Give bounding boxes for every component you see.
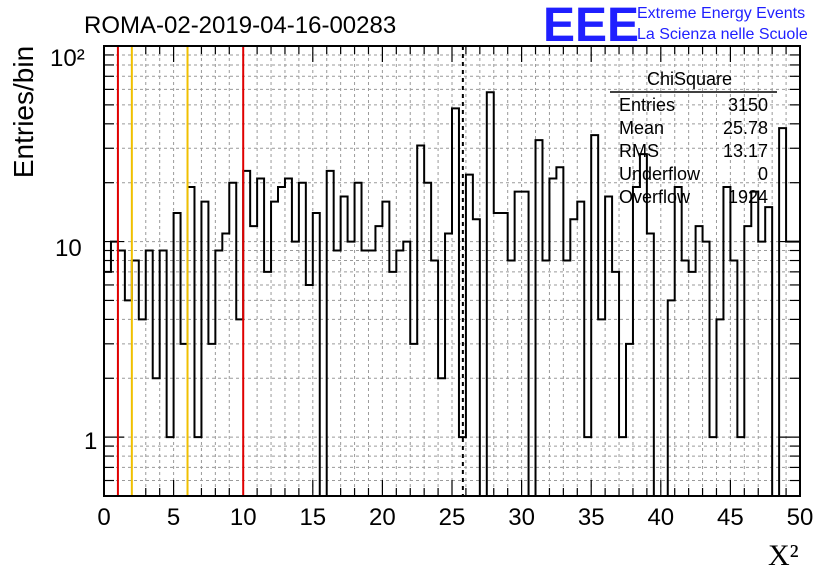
stats-value-underflow: 0 <box>758 164 768 184</box>
stats-value-mean: 25.78 <box>723 118 768 138</box>
plot-frame <box>103 45 801 497</box>
histogram-series <box>104 91 800 497</box>
x-tick-label: 35 <box>578 504 605 531</box>
stats-label-underflow: Underflow <box>619 164 701 184</box>
stats-box: ChiSquare Entries 3150 Mean 25.78 RMS 13… <box>610 69 777 207</box>
x-tick-label: 10 <box>230 504 257 531</box>
x-tick-labels: 0 5 10 15 20 25 30 35 40 45 50 <box>97 504 813 531</box>
stats-name: ChiSquare <box>647 69 732 89</box>
marker-lines <box>116 46 464 496</box>
y-tick-label-10: 10 <box>55 235 82 262</box>
x-tick-label: 40 <box>647 504 674 531</box>
y-tick-label-100: 10² <box>50 45 85 72</box>
y-tick-label-1: 1 <box>84 428 97 455</box>
ticks-layer <box>103 45 801 496</box>
x-tick-label: 30 <box>508 504 535 531</box>
x-tick-label: 5 <box>167 504 180 531</box>
stats-value-rms: 13.17 <box>723 141 768 161</box>
stats-label-rms: RMS <box>619 141 659 161</box>
y-axis-label: Entries/bin <box>8 46 39 178</box>
x-tick-label: 50 <box>787 504 814 531</box>
eee-logo-line-2: La Scienza nelle Scuole <box>637 26 808 43</box>
stats-label-mean: Mean <box>619 118 664 138</box>
x-tick-label: 15 <box>299 504 326 531</box>
x-tick-label: 20 <box>369 504 396 531</box>
stats-label-entries: Entries <box>619 95 675 115</box>
x-tick-label: 45 <box>717 504 744 531</box>
stats-value-overflow: 1924 <box>728 187 768 207</box>
stats-value-entries: 3150 <box>728 95 768 115</box>
eee-logo-mark: EEE <box>543 0 639 52</box>
x-axis-label: X² <box>768 539 799 572</box>
chart-title: ROMA-02-2019-04-16-00283 <box>84 12 396 39</box>
stats-label-overflow: Overflow <box>619 187 691 207</box>
x-tick-label: 0 <box>97 504 110 531</box>
eee-logo-line-1: Extreme Energy Events <box>637 5 805 22</box>
x-tick-label: 25 <box>439 504 466 531</box>
